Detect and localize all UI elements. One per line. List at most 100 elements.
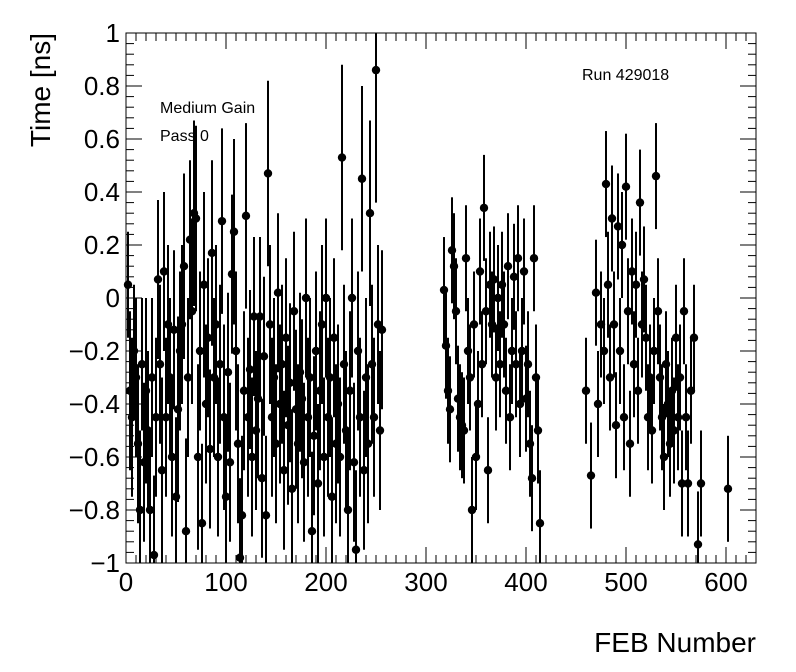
point-marker <box>439 285 449 295</box>
point-marker <box>459 426 469 435</box>
data-point <box>239 311 249 471</box>
point-marker <box>603 280 613 289</box>
y-tick-label: −0.6 <box>69 442 120 472</box>
data-point <box>489 226 499 333</box>
data-point <box>281 258 291 418</box>
data-point <box>641 284 651 391</box>
point-marker <box>461 254 471 263</box>
data-point <box>261 435 271 563</box>
point-marker <box>615 346 625 356</box>
data-point <box>285 303 295 463</box>
point-marker <box>479 203 489 213</box>
point-marker <box>181 527 191 536</box>
point-marker <box>145 505 155 515</box>
point-marker <box>689 333 699 342</box>
data-point <box>659 404 669 510</box>
data-point <box>593 351 603 457</box>
data-point <box>329 258 339 418</box>
data-point <box>199 192 209 378</box>
point-marker <box>205 444 215 454</box>
data-point <box>633 337 643 444</box>
data-point <box>253 319 263 479</box>
data-point <box>321 218 331 378</box>
data-point <box>271 364 281 524</box>
point-marker <box>329 333 339 342</box>
point-marker <box>325 373 335 382</box>
data-point <box>213 377 223 537</box>
data-point <box>649 298 659 404</box>
point-marker <box>335 452 345 462</box>
data-point <box>599 298 609 404</box>
data-point <box>369 337 379 497</box>
point-marker <box>169 325 179 334</box>
data-point <box>723 435 733 542</box>
point-marker <box>635 198 645 207</box>
y-tick-label: 0 <box>106 283 120 313</box>
data-point <box>683 430 693 537</box>
data-point <box>591 239 601 346</box>
y-tick-label: 0.6 <box>84 124 120 154</box>
point-marker <box>619 413 629 422</box>
point-marker <box>225 458 235 467</box>
data-point <box>257 398 267 558</box>
point-marker <box>493 293 503 303</box>
point-marker <box>309 431 319 440</box>
y-tick-label: 1 <box>106 18 120 48</box>
point-marker <box>317 320 327 329</box>
data-point <box>337 64 347 251</box>
point-marker <box>451 307 461 316</box>
point-marker <box>287 484 297 493</box>
data-point <box>311 271 321 431</box>
data-point <box>179 173 189 359</box>
point-marker <box>679 307 689 316</box>
data-point <box>167 377 177 537</box>
pass-annotation: Pass 0 <box>160 128 209 145</box>
data-point <box>523 311 533 418</box>
point-marker <box>187 307 197 316</box>
point-marker <box>529 254 539 263</box>
point-marker <box>157 466 167 475</box>
point-marker <box>259 352 269 361</box>
data-marks <box>123 33 733 563</box>
point-marker <box>161 413 171 422</box>
data-point <box>651 123 661 230</box>
point-marker <box>593 399 603 409</box>
point-marker <box>311 346 321 356</box>
point-marker <box>265 320 275 329</box>
data-point <box>507 298 517 404</box>
data-point <box>191 125 201 312</box>
point-marker <box>349 458 359 467</box>
data-point <box>693 491 703 563</box>
data-point <box>309 356 319 516</box>
point-marker <box>137 360 147 369</box>
data-point <box>609 271 619 378</box>
data-point <box>237 435 247 563</box>
data-point <box>491 324 501 431</box>
point-marker <box>503 262 513 271</box>
x-tick-label: 400 <box>504 567 547 597</box>
point-marker <box>271 439 281 448</box>
data-point <box>357 86 367 272</box>
data-point <box>231 271 241 431</box>
point-marker <box>245 365 255 374</box>
data-point <box>247 377 257 537</box>
data-point <box>621 133 631 240</box>
data-point <box>147 298 157 457</box>
point-marker <box>683 479 693 488</box>
y-tick-label: −1 <box>90 548 120 578</box>
data-point <box>477 311 487 418</box>
point-marker <box>617 240 627 250</box>
point-marker <box>261 511 271 520</box>
data-point <box>671 284 681 391</box>
data-point <box>181 438 191 563</box>
data-point <box>509 223 519 330</box>
x-tick-label: 500 <box>604 567 647 597</box>
point-marker <box>241 211 251 221</box>
data-point <box>193 364 203 550</box>
point-marker <box>319 452 329 462</box>
data-point <box>483 417 493 524</box>
data-point <box>479 154 489 261</box>
data-point <box>681 364 691 471</box>
data-point <box>519 218 529 325</box>
data-point <box>317 245 327 404</box>
